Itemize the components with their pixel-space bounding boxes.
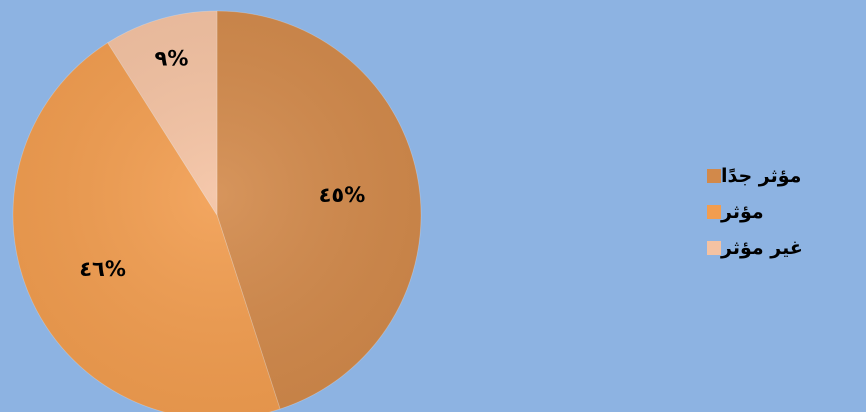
legend-label-effective: مؤثر xyxy=(721,201,764,223)
legend-swatch-very-effective xyxy=(707,169,721,183)
pie-labels: ٤٥% ٤٦% ٩% xyxy=(79,46,365,281)
legend-label-very-effective: مؤثر جدًا xyxy=(721,165,802,187)
legend-swatch-effective xyxy=(707,205,721,219)
slice-label-effective: ٤٦% xyxy=(79,257,126,281)
legend-item-not-effective: غير مؤثر xyxy=(700,230,860,266)
slice-label-very-effective: ٤٥% xyxy=(319,183,366,207)
legend-label-not-effective: غير مؤثر xyxy=(721,237,803,259)
legend-item-effective: مؤثر xyxy=(700,194,860,230)
pie-slices xyxy=(12,10,422,412)
chart-legend: مؤثر جدًا مؤثر غير مؤثر xyxy=(700,158,860,266)
legend-swatch-not-effective xyxy=(707,241,721,255)
legend-item-very-effective: مؤثر جدًا xyxy=(700,158,860,194)
slice-label-not-effective: ٩% xyxy=(155,46,189,70)
